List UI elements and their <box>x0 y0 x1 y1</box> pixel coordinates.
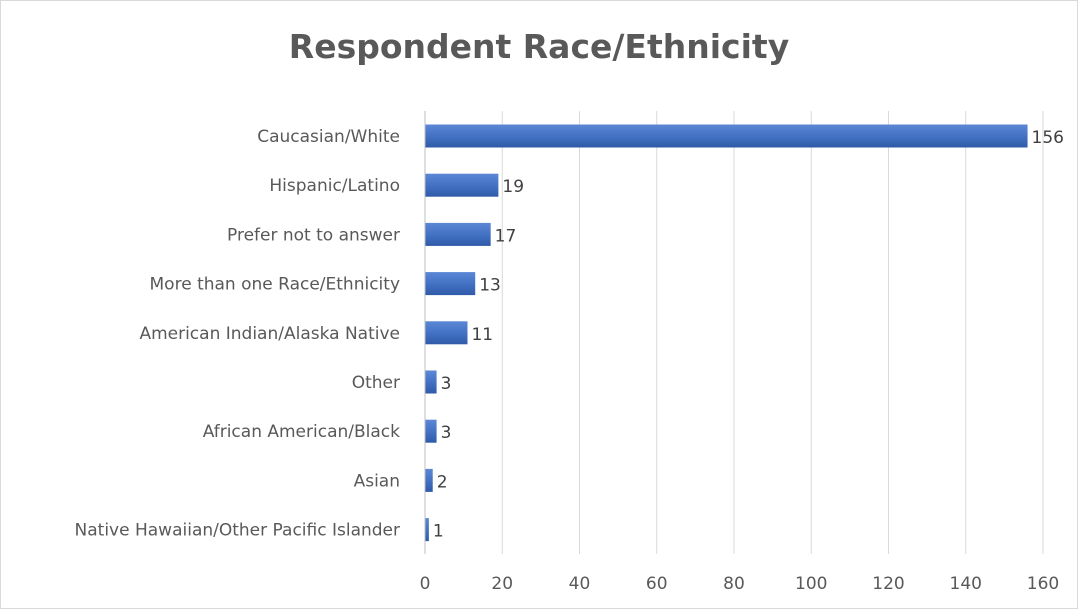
category-label: Caucasian/White <box>257 127 400 147</box>
bar <box>425 419 437 443</box>
bar <box>425 370 437 394</box>
x-tick-label: 20 <box>491 574 513 594</box>
bar <box>425 272 476 296</box>
data-label: 156 <box>1032 128 1064 148</box>
category-label: American Indian/Alaska Native <box>139 324 400 344</box>
x-tick-label: 0 <box>420 574 431 594</box>
bar <box>425 124 1028 148</box>
x-tick-label: 60 <box>646 574 668 594</box>
x-tick-label: 80 <box>723 574 745 594</box>
data-label: 3 <box>441 374 452 394</box>
bar <box>425 468 433 492</box>
category-label: Prefer not to answer <box>227 225 400 245</box>
bar <box>425 173 499 197</box>
bar <box>425 222 491 246</box>
data-label: 11 <box>471 325 493 345</box>
data-label: 1 <box>433 522 444 542</box>
x-tick-label: 100 <box>795 574 827 594</box>
category-label: African American/Black <box>203 422 400 442</box>
category-label: Native Hawaiian/Other Pacific Islander <box>75 521 400 541</box>
category-label: Other <box>352 373 400 393</box>
x-tick-label: 160 <box>1027 574 1059 594</box>
data-label: 13 <box>479 276 501 296</box>
data-label: 19 <box>502 177 524 197</box>
data-label: 3 <box>441 423 452 443</box>
x-tick-label: 140 <box>950 574 982 594</box>
bars <box>424 111 1028 554</box>
x-tick-label: 40 <box>569 574 591 594</box>
data-label: 2 <box>437 472 448 492</box>
labels: 0 20 40 60 80 100 120 140 160 Caucasian/White 156 H… <box>75 127 1064 594</box>
data-label: 17 <box>495 226 517 246</box>
bar <box>425 321 468 345</box>
category-label: More than one Race/Ethnicity <box>150 275 400 295</box>
x-tick-label: 120 <box>872 574 904 594</box>
category-label: Hispanic/Latino <box>269 176 400 196</box>
chart-title: Respondent Race/Ethnicity <box>288 27 790 66</box>
category-label: Asian <box>354 471 400 491</box>
bar <box>425 518 429 542</box>
